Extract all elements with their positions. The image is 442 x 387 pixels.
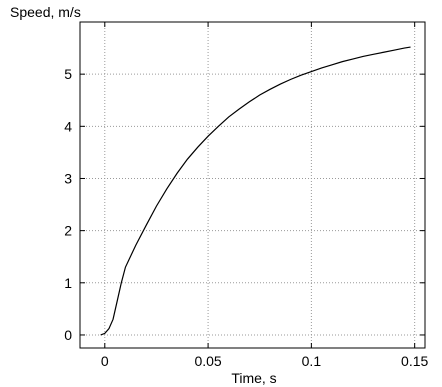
tick-layer: 0 0.05 0.1 0.15 0 1 2 3 4 5	[64, 22, 429, 369]
speed-line	[100, 46, 411, 336]
grid-layer	[80, 22, 425, 348]
y-axis-title: Speed, m/s	[10, 4, 81, 20]
x-tick-label: 0.1	[302, 353, 322, 369]
y-tick-label: 3	[64, 170, 72, 186]
x-tick-label: 0	[101, 353, 109, 369]
x-tick-label: 0.15	[401, 353, 428, 369]
y-tick-label: 1	[64, 275, 72, 291]
y-tick-label: 4	[64, 118, 72, 134]
y-tick-label: 0	[64, 327, 72, 343]
y-tick-label: 5	[64, 66, 72, 82]
plot-frame	[79, 21, 426, 349]
x-axis-title: Time, s	[231, 370, 276, 386]
series-layer	[100, 46, 411, 336]
y-tick-label: 2	[64, 223, 72, 239]
x-tick-label: 0.05	[194, 353, 221, 369]
